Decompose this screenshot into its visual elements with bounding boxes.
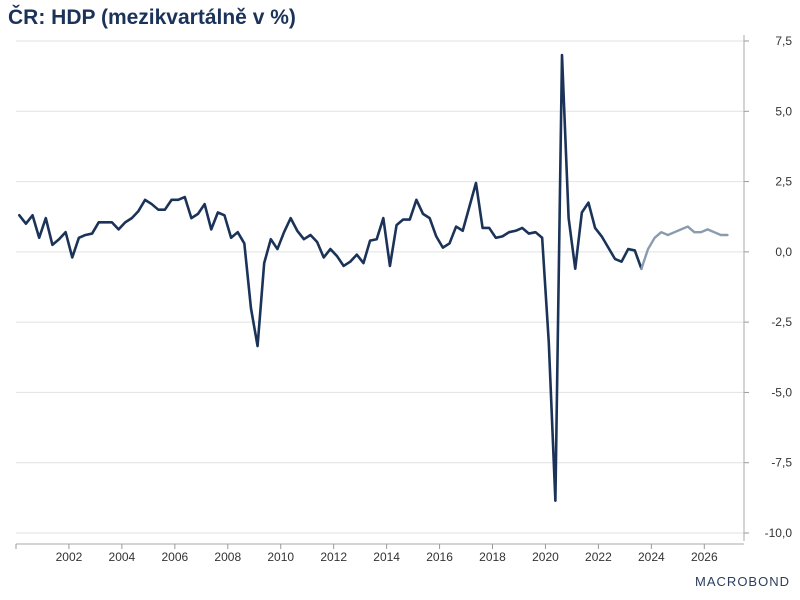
y-tick-label: 5,0 xyxy=(775,104,792,118)
y-tick-label: -2,5 xyxy=(771,315,792,329)
macrobond-logo: MACROBOND xyxy=(695,574,790,589)
series-lines xyxy=(18,53,729,502)
x-tick-label: 2022 xyxy=(585,550,612,564)
x-tick-label: 2026 xyxy=(691,550,718,564)
series-line-actual xyxy=(18,53,643,502)
x-tick-label: 2010 xyxy=(267,550,294,564)
x-tick-label: 2020 xyxy=(532,550,559,564)
y-tick-label: -7,5 xyxy=(771,456,792,470)
series-line-forecast xyxy=(640,225,729,270)
x-tick-label: 2024 xyxy=(638,550,665,564)
y-tick-label: -10,0 xyxy=(765,526,793,540)
chart-title: ČR: HDP (mezikvartálně v %) xyxy=(8,6,296,29)
y-tick-label: -5,0 xyxy=(771,385,792,399)
y-tick-label: 2,5 xyxy=(775,175,792,189)
y-tick-label: 7,5 xyxy=(775,34,792,48)
x-tick-label: 2008 xyxy=(214,550,241,564)
tick-labels: 7,5 5,0 2,5 0,0 -2,5 -5,0 -7,5 -10,0 2002 2004 200… xyxy=(56,34,793,564)
x-tick-label: 2004 xyxy=(109,550,136,564)
x-tick-label: 2006 xyxy=(161,550,188,564)
x-tick-label: 2014 xyxy=(373,550,400,564)
axes xyxy=(15,35,749,549)
y-tick-label: 0,0 xyxy=(775,245,792,259)
x-tick-label: 2018 xyxy=(479,550,506,564)
grid-lines xyxy=(16,40,744,534)
x-tick-label: 2016 xyxy=(426,550,453,564)
x-tick-label: 2012 xyxy=(320,550,347,564)
logo-text: MACROBOND xyxy=(695,574,790,589)
x-tick-label: 2002 xyxy=(56,550,83,564)
